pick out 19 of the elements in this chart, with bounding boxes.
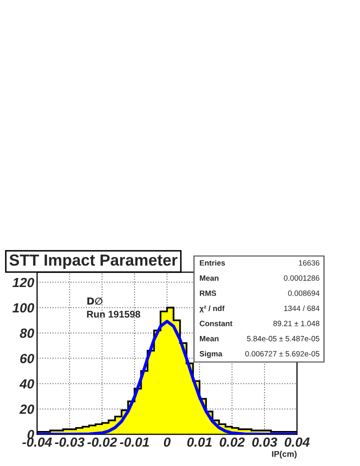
x-tick-label: 0 [164,437,171,447]
x-tick-label: -0.03 [54,437,84,447]
y-tick-label: 120 [12,278,34,288]
annotation: Run 191598 [87,310,140,318]
y-tick-label: 40 [19,379,34,389]
x-tick-label: 0.03 [252,437,278,447]
x-tick-label: -0.04 [22,437,52,447]
x-tick-label: 0.02 [220,437,245,447]
x-axis-title: IP(cm) [272,450,297,459]
y-tick-label: 20 [19,404,34,414]
x-tick-label: -0.01 [120,437,149,447]
chart-title: STT Impact Parameter [9,254,178,269]
y-tick-label: 80 [20,328,34,338]
y-tick-label: 100 [12,303,34,313]
annotation: D∅ [87,297,102,305]
x-tick-label: 0.01 [187,437,212,447]
y-tick-label: 60 [20,354,34,364]
x-tick-label: 0.04 [284,437,310,447]
x-tick-label: -0.02 [87,437,117,447]
